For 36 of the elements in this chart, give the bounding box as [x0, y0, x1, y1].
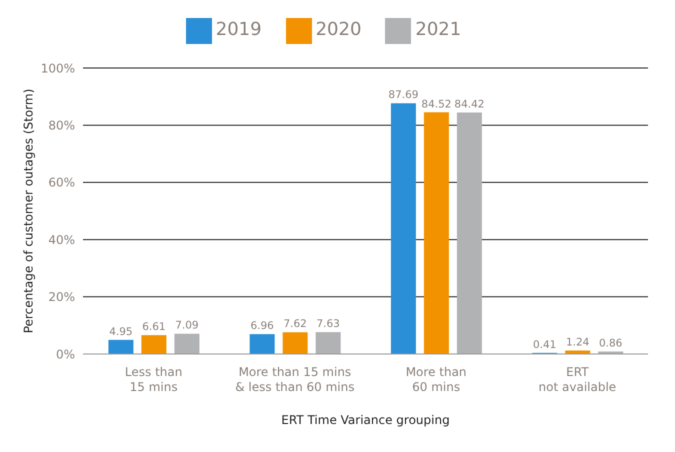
- data-label: 7.62: [283, 318, 307, 330]
- bar: [108, 340, 134, 354]
- data-label: 6.96: [250, 320, 274, 332]
- data-label: 0.41: [532, 338, 556, 351]
- bar: [456, 112, 482, 354]
- bar: [141, 335, 166, 354]
- data-label: 1.24: [566, 336, 590, 348]
- data-label: 4.95: [109, 326, 133, 338]
- bar: [282, 332, 308, 354]
- x-axis-title: ERT Time Variance grouping: [281, 413, 450, 427]
- data-label: 6.61: [142, 321, 166, 334]
- bar: [424, 112, 449, 354]
- data-label: 84.52: [421, 98, 452, 110]
- y-tick-label: 80%: [48, 118, 75, 132]
- y-axis-title: Percentage of customer outages (Storm): [21, 88, 36, 334]
- bar: [250, 334, 275, 354]
- x-tick-label: More than 60 mins: [406, 365, 467, 394]
- legend-label: 2019: [216, 19, 262, 40]
- x-tick-label: Less than 15 mins: [124, 365, 182, 394]
- y-tick-label: 0%: [56, 347, 75, 362]
- y-tick-label: 40%: [48, 232, 75, 247]
- data-label: 7.63: [316, 318, 340, 330]
- y-tick-label: 60%: [48, 176, 75, 190]
- y-tick-label: 100%: [40, 61, 75, 76]
- x-tick-label: More than 15 mins & less than 60 mins: [235, 365, 355, 394]
- bar: [174, 334, 200, 354]
- data-label: 87.69: [388, 89, 418, 102]
- bar: [390, 103, 416, 354]
- y-tick-label: 20%: [48, 290, 75, 304]
- data-label: 84.42: [454, 98, 484, 111]
- legend-label: 2021: [415, 19, 462, 40]
- data-label: 7.09: [175, 320, 199, 332]
- legend-label: 2020: [316, 19, 362, 40]
- x-tick-label: ERT not available: [538, 365, 616, 394]
- bar: [316, 332, 341, 354]
- data-label: 0.86: [598, 338, 623, 350]
